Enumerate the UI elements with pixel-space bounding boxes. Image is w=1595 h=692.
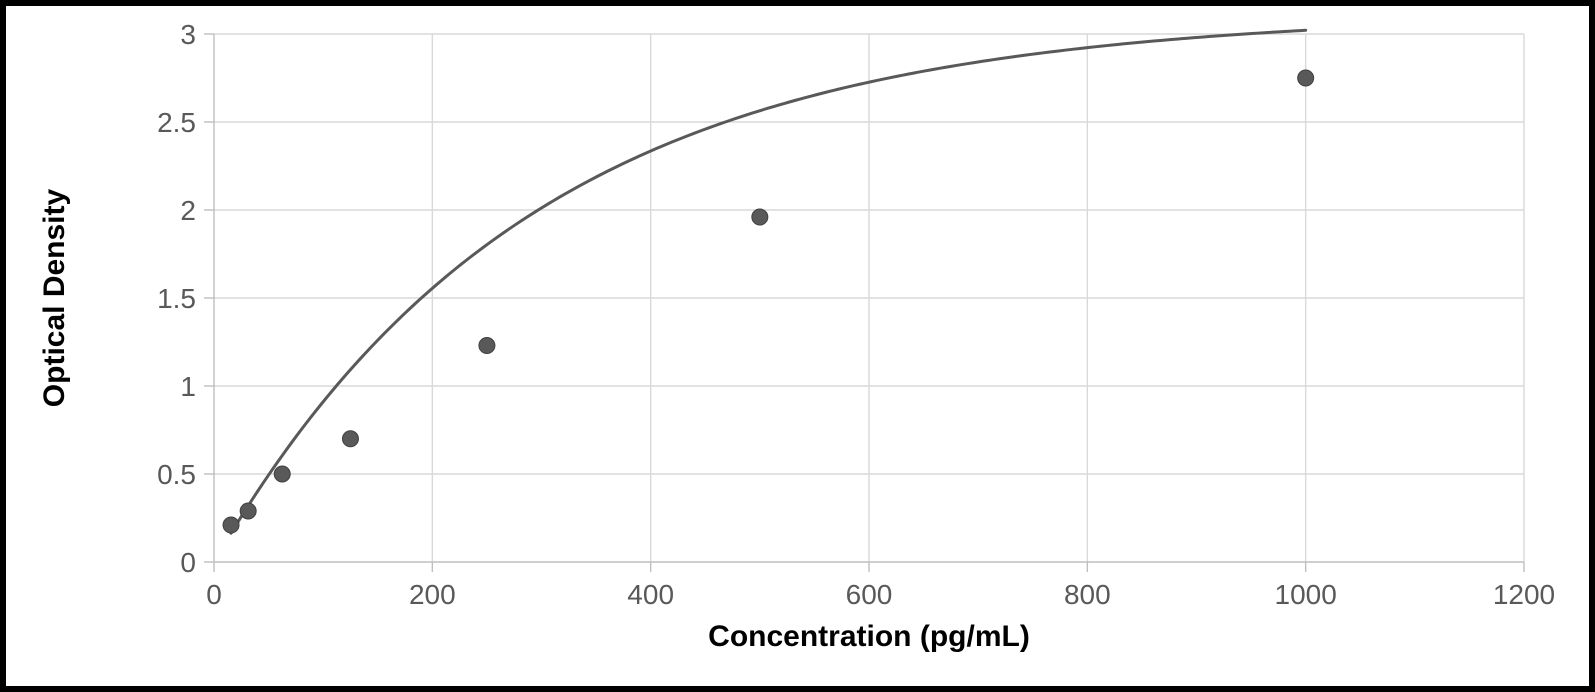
x-tick-label: 800: [1064, 579, 1111, 610]
data-point: [342, 431, 358, 447]
x-tick-label: 400: [627, 579, 674, 610]
x-tick-label: 1000: [1275, 579, 1337, 610]
data-points: [223, 70, 1314, 533]
x-tick-label: 1200: [1493, 579, 1555, 610]
y-tick-label: 0: [180, 547, 196, 578]
tick-labels: 0 200 400 600 800 1000 1200 0 0.5 1 1.5 2 2.5 3: [157, 19, 1555, 610]
data-point: [223, 517, 239, 533]
y-tick-label: 1: [180, 371, 196, 402]
y-tick-label: 2.5: [157, 107, 196, 138]
chart-frame: 0 200 400 600 800 1000 1200 0 0.5 1 1.5 2 2.5 3 Concen…: [0, 0, 1595, 692]
data-point: [240, 503, 256, 519]
y-tick-label: 3: [180, 19, 196, 50]
y-tick-label: 0.5: [157, 459, 196, 490]
x-tick-label: 0: [206, 579, 222, 610]
chart-container: 0 200 400 600 800 1000 1200 0 0.5 1 1.5 2 2.5 3 Concen…: [6, 6, 1589, 686]
data-point: [479, 338, 495, 354]
x-tick-label: 600: [846, 579, 893, 610]
gridlines: [214, 34, 1524, 562]
x-axis-label: Concentration (pg/mL): [708, 620, 1030, 653]
fitted-curve: [231, 30, 1306, 533]
data-point: [1298, 70, 1314, 86]
y-tick-label: 1.5: [157, 283, 196, 314]
data-point: [752, 209, 768, 225]
tick-marks: [204, 34, 1524, 572]
y-tick-label: 2: [180, 195, 196, 226]
data-point: [274, 466, 290, 482]
x-tick-label: 200: [409, 579, 456, 610]
y-axis-label: Optical Density: [38, 188, 71, 407]
chart-svg: 0 200 400 600 800 1000 1200 0 0.5 1 1.5 2 2.5 3 Concen…: [6, 6, 1589, 686]
